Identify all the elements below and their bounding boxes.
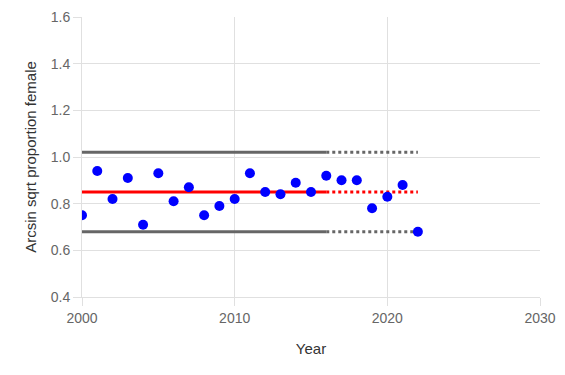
svg-text:2020: 2020 xyxy=(372,310,403,326)
svg-text:1.0: 1.0 xyxy=(51,149,71,165)
svg-text:1.2: 1.2 xyxy=(51,102,71,118)
svg-text:2000: 2000 xyxy=(66,310,97,326)
svg-text:0.6: 0.6 xyxy=(51,242,71,258)
svg-text:0.8: 0.8 xyxy=(51,196,71,212)
svg-text:Year: Year xyxy=(296,340,326,357)
svg-text:2010: 2010 xyxy=(219,310,250,326)
svg-text:1.4: 1.4 xyxy=(51,56,71,72)
svg-text:0.4: 0.4 xyxy=(51,289,71,305)
svg-text:2030: 2030 xyxy=(524,310,555,326)
svg-text:Arcsin sqrt proportion female: Arcsin sqrt proportion female xyxy=(22,61,39,253)
svg-text:1.6: 1.6 xyxy=(51,9,71,25)
